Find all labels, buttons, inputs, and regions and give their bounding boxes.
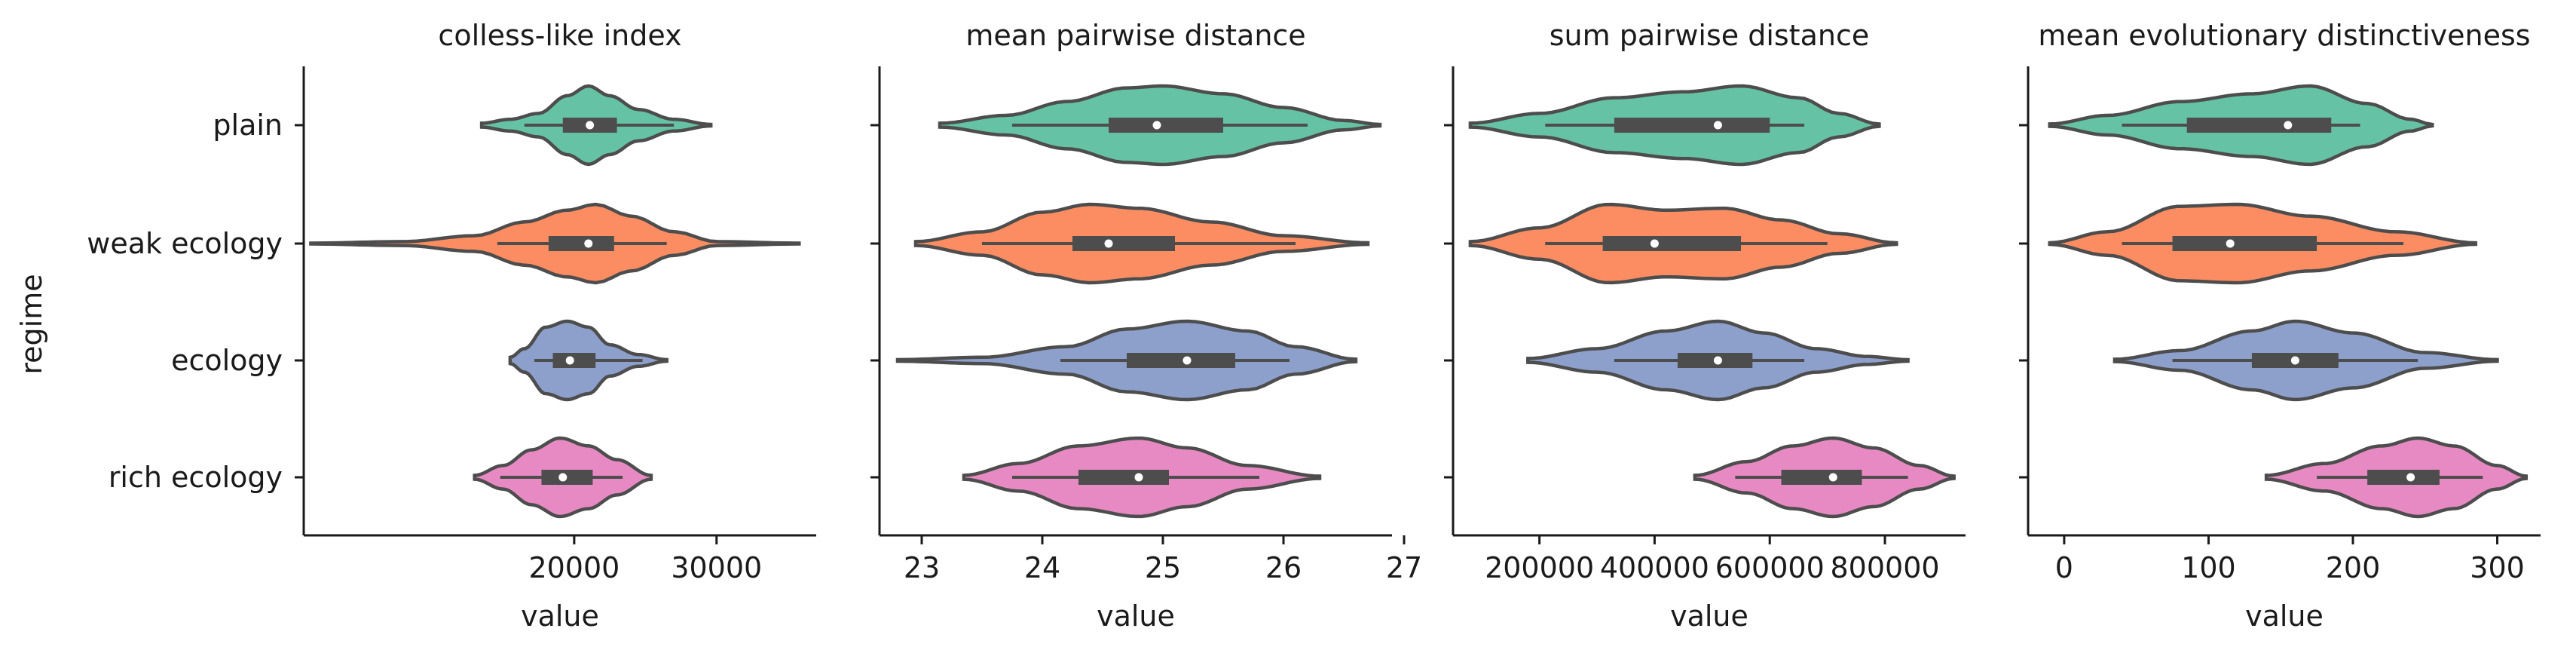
panel-title: sum pairwise distance <box>1550 19 1869 52</box>
x-tick-label: 800000 <box>1831 551 1940 584</box>
panel-3: sum pairwise distance 200000 400000 600000 8… <box>1444 19 1966 633</box>
violin-median-dot <box>1713 121 1722 130</box>
violin-median-dot <box>584 239 593 248</box>
violin-median-dot <box>1713 356 1722 365</box>
violin-iqr-box <box>548 236 614 251</box>
panel-title: mean pairwise distance <box>965 19 1305 52</box>
violin-median-dot <box>2284 121 2293 130</box>
x-tick-label: 400000 <box>1600 551 1709 584</box>
x-tick-label: 300 <box>2470 551 2525 584</box>
violin-median-dot <box>1104 239 1113 248</box>
violin-median-dot <box>2226 239 2235 248</box>
y-tick-label: weak ecology <box>87 227 283 260</box>
violin-median-dot <box>1650 239 1659 248</box>
violin-iqr-box <box>1078 470 1169 485</box>
violin-iqr-box <box>552 353 596 368</box>
violin-iqr-box <box>1127 353 1235 368</box>
panel-title: mean evolutionary distinctiveness <box>2038 19 2530 52</box>
panel-title: colless-like index <box>438 19 681 52</box>
violin-iqr-box <box>1109 118 1223 133</box>
y-tick-label: plain <box>213 109 283 142</box>
x-tick-label: 200000 <box>1485 551 1594 584</box>
violin-median-dot <box>2406 473 2415 482</box>
x-tick-label: 0 <box>2055 551 2073 584</box>
violin-median-dot <box>1134 473 1143 482</box>
violin-median-dot <box>558 473 568 482</box>
violin-iqr-box <box>1781 470 1862 485</box>
x-tick-label: 200 <box>2326 551 2381 584</box>
x-tick-label: 26 <box>1265 551 1302 584</box>
y-axis-label: regime <box>15 274 48 374</box>
x-tick-label: 20000 <box>528 551 620 584</box>
x-axis-label: value <box>521 599 599 633</box>
violin-median-dot <box>2290 356 2299 365</box>
violin-iqr-box <box>541 470 593 485</box>
x-tick-label: 27 <box>1386 551 1422 584</box>
x-tick-label: 100 <box>2181 551 2236 584</box>
violin-iqr-box <box>2186 118 2332 133</box>
x-tick-label: 24 <box>1024 551 1060 584</box>
y-tick-label: rich ecology <box>109 461 283 494</box>
x-tick-label: 600000 <box>1715 551 1825 584</box>
violin-iqr-box <box>1602 236 1742 251</box>
x-tick-label: 23 <box>904 551 940 584</box>
x-tick-label: 30000 <box>671 551 762 584</box>
violin-iqr-box <box>1072 236 1175 251</box>
panel-4: mean evolutionary distinctiveness 0 100 200… <box>2019 19 2541 633</box>
x-tick-label: 25 <box>1145 551 1181 584</box>
y-tick-label: ecology <box>171 344 283 377</box>
violin-iqr-box <box>2367 470 2440 485</box>
x-axis-label: value <box>1097 599 1175 633</box>
x-axis-label: value <box>1670 599 1748 633</box>
x-axis-label: value <box>2245 599 2324 633</box>
violin-median-dot <box>1152 121 1161 130</box>
violin-median-dot <box>1828 473 1837 482</box>
violin-iqr-box <box>1614 118 1770 133</box>
violin-median-dot <box>1182 356 1192 365</box>
violin-iqr-box <box>2172 236 2317 251</box>
panel-1: colless-like index plain weak ecology ecolo… <box>87 19 816 633</box>
violin-median-dot <box>586 121 595 130</box>
panel-2: mean pairwise distance 23 24 25 26 27 value <box>870 19 1422 633</box>
violin-median-dot <box>565 356 574 365</box>
